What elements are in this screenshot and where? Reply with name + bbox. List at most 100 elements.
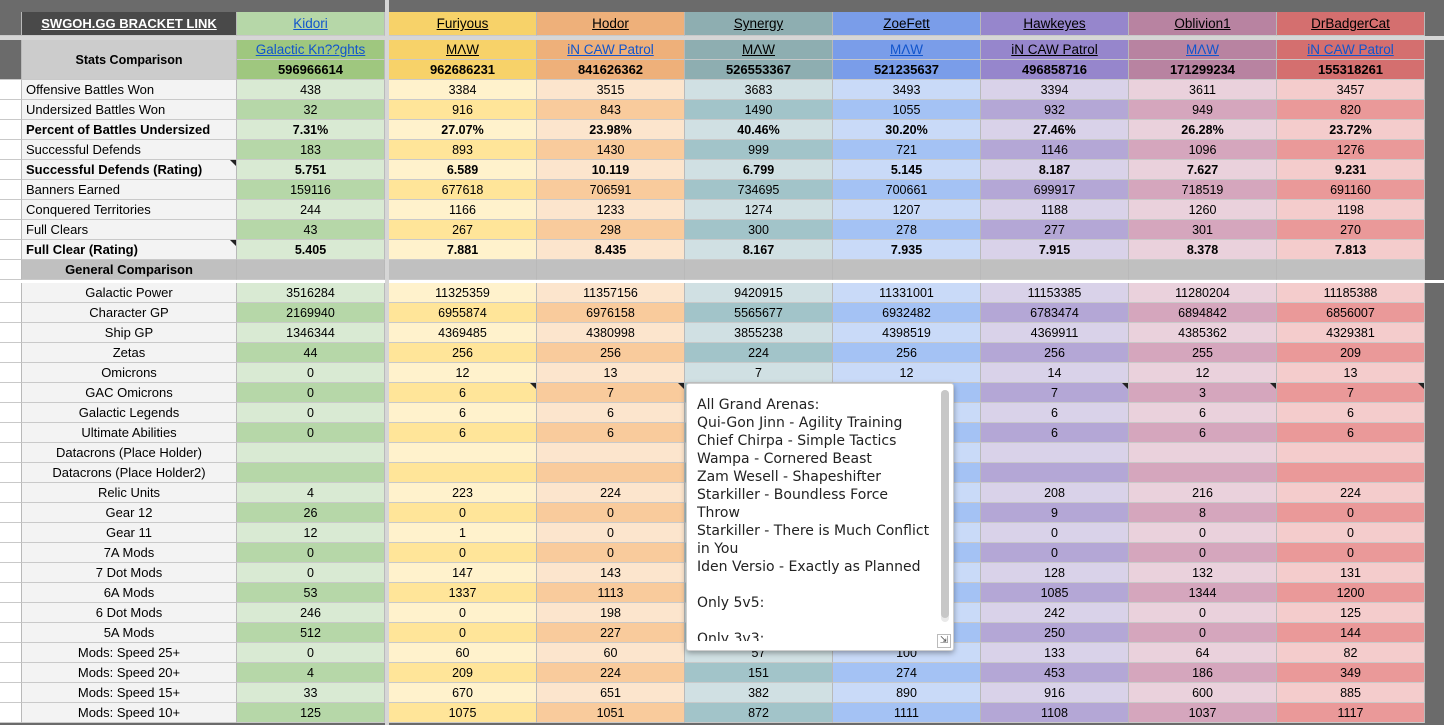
value-cell[interactable]: 131 [1277, 563, 1425, 583]
value-cell[interactable]: 0 [1277, 543, 1425, 563]
stats-8-label[interactable]: Full Clear (Rating) [22, 240, 237, 260]
value-cell[interactable]: 0 [537, 543, 685, 563]
general-13-label[interactable]: 7A Mods [22, 543, 237, 563]
value-cell[interactable]: 0 [389, 543, 537, 563]
value-cell[interactable] [389, 443, 537, 463]
value-cell[interactable]: 23.72% [1277, 120, 1425, 140]
value-cell[interactable]: 246 [237, 603, 385, 623]
ally-code-6[interactable]: 496858716 [981, 60, 1129, 80]
value-cell[interactable]: 6 [389, 423, 537, 443]
value-cell[interactable] [537, 443, 685, 463]
value-cell[interactable]: 6.589 [389, 160, 537, 180]
value-cell[interactable]: 0 [237, 563, 385, 583]
value-cell[interactable]: 349 [1277, 663, 1425, 683]
value-cell[interactable]: 208 [981, 483, 1129, 503]
general-comparison-label[interactable]: General Comparison [22, 260, 237, 280]
value-cell[interactable]: 125 [237, 703, 385, 723]
player-name-8[interactable]: DrBadgerCat [1277, 12, 1425, 36]
value-cell[interactable]: 0 [1129, 543, 1277, 563]
value-cell[interactable]: 3384 [389, 80, 537, 100]
value-cell[interactable]: 270 [1277, 220, 1425, 240]
value-cell[interactable]: 600 [1129, 683, 1277, 703]
value-cell[interactable]: 885 [1277, 683, 1425, 703]
value-cell[interactable]: 1260 [1129, 200, 1277, 220]
general-20-label[interactable]: Mods: Speed 15+ [22, 683, 237, 703]
value-cell[interactable]: 198 [537, 603, 685, 623]
value-cell[interactable]: 3611 [1129, 80, 1277, 100]
value-cell[interactable]: 2169940 [237, 303, 385, 323]
value-cell[interactable]: 949 [1129, 100, 1277, 120]
value-cell[interactable]: 0 [1277, 523, 1425, 543]
value-cell[interactable]: 9.231 [1277, 160, 1425, 180]
value-cell[interactable]: 30.20% [833, 120, 981, 140]
general-6-label[interactable]: Galactic Legends [22, 403, 237, 423]
value-cell[interactable] [981, 443, 1129, 463]
value-cell[interactable]: 6 [537, 403, 685, 423]
value-cell[interactable]: 26.28% [1129, 120, 1277, 140]
value-cell[interactable]: 5.751 [237, 160, 385, 180]
value-cell[interactable]: 843 [537, 100, 685, 120]
value-cell[interactable]: 916 [981, 683, 1129, 703]
general-0-label[interactable]: Galactic Power [22, 283, 237, 303]
value-cell[interactable]: 133 [981, 643, 1129, 663]
value-cell[interactable]: 209 [389, 663, 537, 683]
value-cell[interactable]: 820 [1277, 100, 1425, 120]
value-cell[interactable]: 7.935 [833, 240, 981, 260]
value-cell[interactable]: 11185388 [1277, 283, 1425, 303]
value-cell[interactable]: 60 [389, 643, 537, 663]
value-cell[interactable]: 6955874 [389, 303, 537, 323]
value-cell[interactable]: 677618 [389, 180, 537, 200]
value-cell[interactable]: 893 [389, 140, 537, 160]
value-cell[interactable]: 6 [981, 403, 1129, 423]
player-name-2[interactable]: Furiyous [389, 12, 537, 36]
value-cell[interactable]: 1337 [389, 583, 537, 603]
value-cell[interactable]: 256 [537, 343, 685, 363]
value-cell[interactable]: 26 [237, 503, 385, 523]
value-cell[interactable]: 13 [537, 363, 685, 383]
guild-name-4[interactable]: MΛW [685, 40, 833, 60]
value-cell[interactable]: 7.31% [237, 120, 385, 140]
value-cell[interactable]: 274 [833, 663, 981, 683]
value-cell[interactable]: 0 [981, 543, 1129, 563]
value-cell[interactable]: 1 [389, 523, 537, 543]
general-9-label[interactable]: Datacrons (Place Holder2) [22, 463, 237, 483]
value-cell[interactable]: 278 [833, 220, 981, 240]
value-cell[interactable]: 224 [1277, 483, 1425, 503]
value-cell[interactable]: 7 [685, 363, 833, 383]
value-cell[interactable]: 3515 [537, 80, 685, 100]
value-cell[interactable]: 128 [981, 563, 1129, 583]
value-cell[interactable]: 7 [537, 383, 685, 403]
value-cell[interactable]: 227 [537, 623, 685, 643]
value-cell[interactable] [981, 463, 1129, 483]
value-cell[interactable]: 6 [1277, 423, 1425, 443]
value-cell[interactable]: 6.799 [685, 160, 833, 180]
guild-name-7[interactable]: MΛW [1129, 40, 1277, 60]
value-cell[interactable]: 11331001 [833, 283, 981, 303]
general-19-label[interactable]: Mods: Speed 20+ [22, 663, 237, 683]
value-cell[interactable]: 209 [1277, 343, 1425, 363]
guild-name-6[interactable]: iN CAW Patrol [981, 40, 1129, 60]
value-cell[interactable]: 11280204 [1129, 283, 1277, 303]
value-cell[interactable]: 1207 [833, 200, 981, 220]
stats-4-label[interactable]: Successful Defends (Rating) [22, 160, 237, 180]
value-cell[interactable]: 6 [389, 383, 537, 403]
value-cell[interactable]: 23.98% [537, 120, 685, 140]
general-2-label[interactable]: Ship GP [22, 323, 237, 343]
general-14-label[interactable]: 7 Dot Mods [22, 563, 237, 583]
value-cell[interactable]: 1146 [981, 140, 1129, 160]
value-cell[interactable]: 1276 [1277, 140, 1425, 160]
value-cell[interactable]: 256 [389, 343, 537, 363]
guild-name-8[interactable]: iN CAW Patrol [1277, 40, 1425, 60]
value-cell[interactable]: 0 [1129, 623, 1277, 643]
value-cell[interactable]: 14 [981, 363, 1129, 383]
value-cell[interactable]: 144 [1277, 623, 1425, 643]
value-cell[interactable]: 301 [1129, 220, 1277, 240]
frozen-row-divider[interactable] [0, 36, 1444, 40]
note-scrollbar-thumb[interactable] [941, 390, 949, 618]
value-cell[interactable]: 186 [1129, 663, 1277, 683]
value-cell[interactable]: 4369485 [389, 323, 537, 343]
general-12-label[interactable]: Gear 11 [22, 523, 237, 543]
value-cell[interactable]: 8.187 [981, 160, 1129, 180]
value-cell[interactable]: 1346344 [237, 323, 385, 343]
